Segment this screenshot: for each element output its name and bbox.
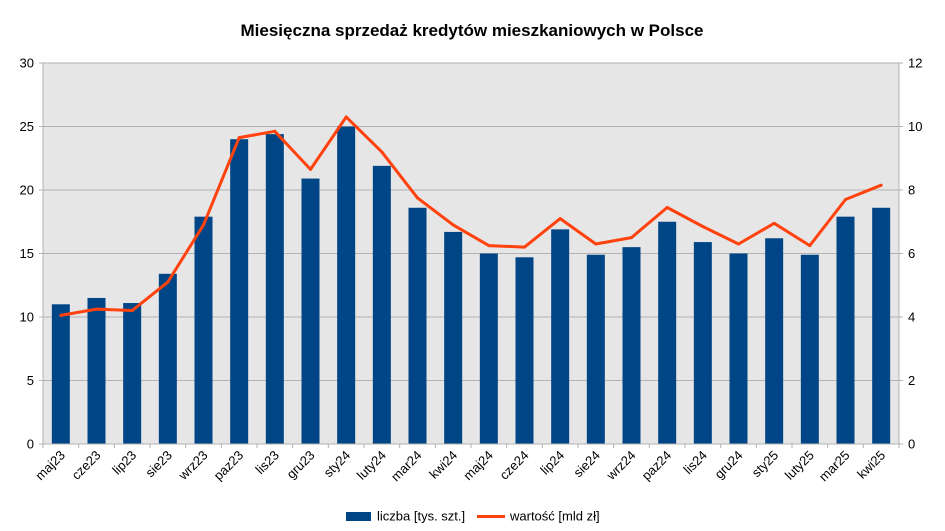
point-mar25 [844,198,847,202]
point-mar24 [416,196,419,200]
x-tick-lip24: lip24 [537,448,567,478]
point-maj24 [487,244,491,248]
x-tick-paz24: paz24 [639,448,675,484]
bar-kwi24 [444,231,463,444]
x-tick-sty24: sty24 [321,448,354,481]
bar-lip24 [551,229,570,444]
bar-luty25 [800,254,819,444]
legend-label-wartosc: wartość [mld zł] [509,509,600,524]
y-left-tick-10: 10 [20,310,34,325]
x-tick-mar25: mar25 [816,448,853,485]
y-left-tick-20: 20 [20,183,34,198]
bar-sie23 [158,273,177,444]
point-wrz23 [202,223,205,227]
bar-sty25 [765,238,784,444]
x-tick-mar24: mar24 [388,448,425,485]
x-tick-paz23: paz23 [211,448,247,484]
x-tick-maj23: maj23 [32,448,68,484]
bar-maj23 [51,304,70,444]
point-gru23 [309,167,312,171]
bar-sie24 [586,254,605,444]
point-cze23 [95,307,98,311]
bar-cze24 [515,257,534,444]
point-gru24 [737,242,740,246]
y-right-tick-0: 0 [908,437,915,452]
x-tick-kwi24: kwi24 [426,448,460,482]
x-tick-sty25: sty25 [749,448,782,481]
x-tick-gru23: gru23 [284,448,318,482]
point-sie23 [166,280,170,284]
x-tick-lis24: lis24 [680,448,710,478]
x-tick-kwi25: kwi25 [854,448,888,482]
point-sie24 [594,242,598,246]
y-left-tick-0: 0 [27,437,34,452]
bar-gru23 [301,178,320,444]
y-right-tick-10: 10 [908,119,922,134]
bar-sty24 [337,126,356,444]
point-sty24 [344,115,348,119]
point-wrz24 [630,236,633,240]
point-paz24 [665,205,669,209]
x-tick-cze24: cze24 [496,448,531,483]
point-paz23 [237,136,241,140]
bar-kwi25 [872,207,891,444]
y-right-tick-2: 2 [908,373,915,388]
x-tick-wrz24: wrz24 [603,448,639,484]
y-right-tick-8: 8 [908,183,915,198]
bar-lis23 [265,134,284,444]
bar-lip23 [123,303,142,444]
bar-lis24 [693,242,712,444]
point-lis23 [273,129,277,133]
bar-wrz24 [622,247,641,444]
bar-paz23 [230,139,249,444]
legend: liczba [tys. szt.] wartość [mld zł] [346,509,600,524]
x-tick-luty25: luty25 [782,448,817,483]
y-left-tick-25: 25 [20,119,34,134]
x-tick-maj24: maj24 [460,448,496,484]
point-luty25 [808,244,812,248]
bar-series [51,126,891,444]
bar-mar24 [408,207,427,444]
x-tick-lis23: lis23 [252,448,282,478]
y-left-tick-30: 30 [20,56,34,71]
bar-maj24 [479,253,498,444]
y-right-tick-4: 4 [908,310,915,325]
line-series [59,115,883,317]
x-tick-wrz23: wrz23 [175,448,211,484]
x-tick-sie23: sie23 [142,448,175,481]
bar-gru24 [729,253,748,444]
x-tick-cze23: cze23 [68,448,103,483]
y-right-tick-6: 6 [908,246,915,261]
bar-paz24 [658,221,677,444]
point-maj23 [59,313,63,317]
bar-mar25 [836,216,855,444]
x-tick-gru24: gru24 [712,448,746,482]
point-luty24 [380,150,384,154]
chart-title: Miesięczna sprzedaż kredytów mieszkaniow… [241,21,704,40]
point-kwi24 [451,223,455,227]
legend-swatch-liczba [346,512,371,521]
point-lip23 [130,309,134,313]
point-cze24 [523,245,526,249]
point-lip24 [558,217,562,221]
x-tick-sie24: sie24 [570,448,603,481]
point-lis24 [701,225,705,229]
x-tick-luty24: luty24 [354,448,389,483]
y-right-tick-12: 12 [908,56,922,71]
legend-label-liczba: liczba [tys. szt.] [377,509,465,524]
line-wartosc [60,115,882,317]
y-left-tick-5: 5 [27,373,34,388]
bar-wrz23 [194,216,213,444]
y-left-tick-15: 15 [20,246,34,261]
bar-cze23 [87,297,106,444]
point-sty25 [772,221,776,225]
point-kwi25 [879,183,883,187]
x-tick-lip23: lip23 [109,448,139,478]
bar-luty24 [372,165,391,444]
